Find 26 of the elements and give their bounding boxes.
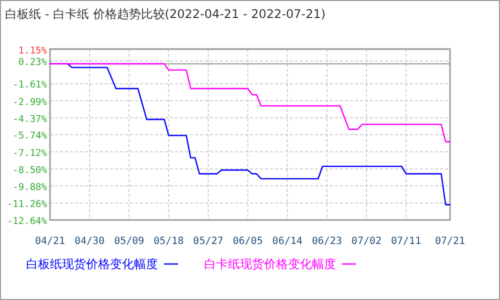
x-tick-label: 05/18 xyxy=(154,236,184,247)
y-tick-label: -2.99% xyxy=(12,96,48,108)
legend-label: 白卡纸现货价格变化幅度 xyxy=(204,257,336,271)
y-tick-label: 0.23% xyxy=(18,56,48,68)
line-series xyxy=(49,63,451,142)
y-tick-label: -5.74% xyxy=(12,130,48,142)
chart-title: 白板纸 - 白卡纸 价格趋势比较(2022-04-21 - 2022-07-21) xyxy=(5,7,326,21)
y-tick-label: -11.26% xyxy=(6,198,48,210)
x-tick-label: 05/09 xyxy=(114,236,144,247)
x-tick-label: 06/23 xyxy=(312,236,342,247)
y-tick-label: -9.88% xyxy=(12,182,48,193)
y-tick-label: -8.50% xyxy=(12,164,48,176)
x-tick-label: 07/11 xyxy=(390,236,422,247)
x-tick-label: 07/02 xyxy=(351,236,382,247)
legend-label: 白板纸现货价格变化幅度 xyxy=(26,257,158,271)
y-tick-label: -12.64% xyxy=(6,216,48,227)
y-tick-label: -7.12% xyxy=(12,148,48,159)
y-tick-label: 1.15% xyxy=(18,46,48,57)
x-tick-label: 04/21 xyxy=(34,236,66,247)
x-tick-label: 04/30 xyxy=(74,236,105,247)
x-tick-label: 07/21 xyxy=(434,236,466,247)
x-tick-label: 06/14 xyxy=(272,236,302,247)
x-tick-label: 06/05 xyxy=(232,236,263,247)
y-tick-label: -1.61% xyxy=(12,80,48,91)
x-tick-label: 05/27 xyxy=(193,236,224,247)
y-tick-label: -4.37% xyxy=(12,114,48,125)
